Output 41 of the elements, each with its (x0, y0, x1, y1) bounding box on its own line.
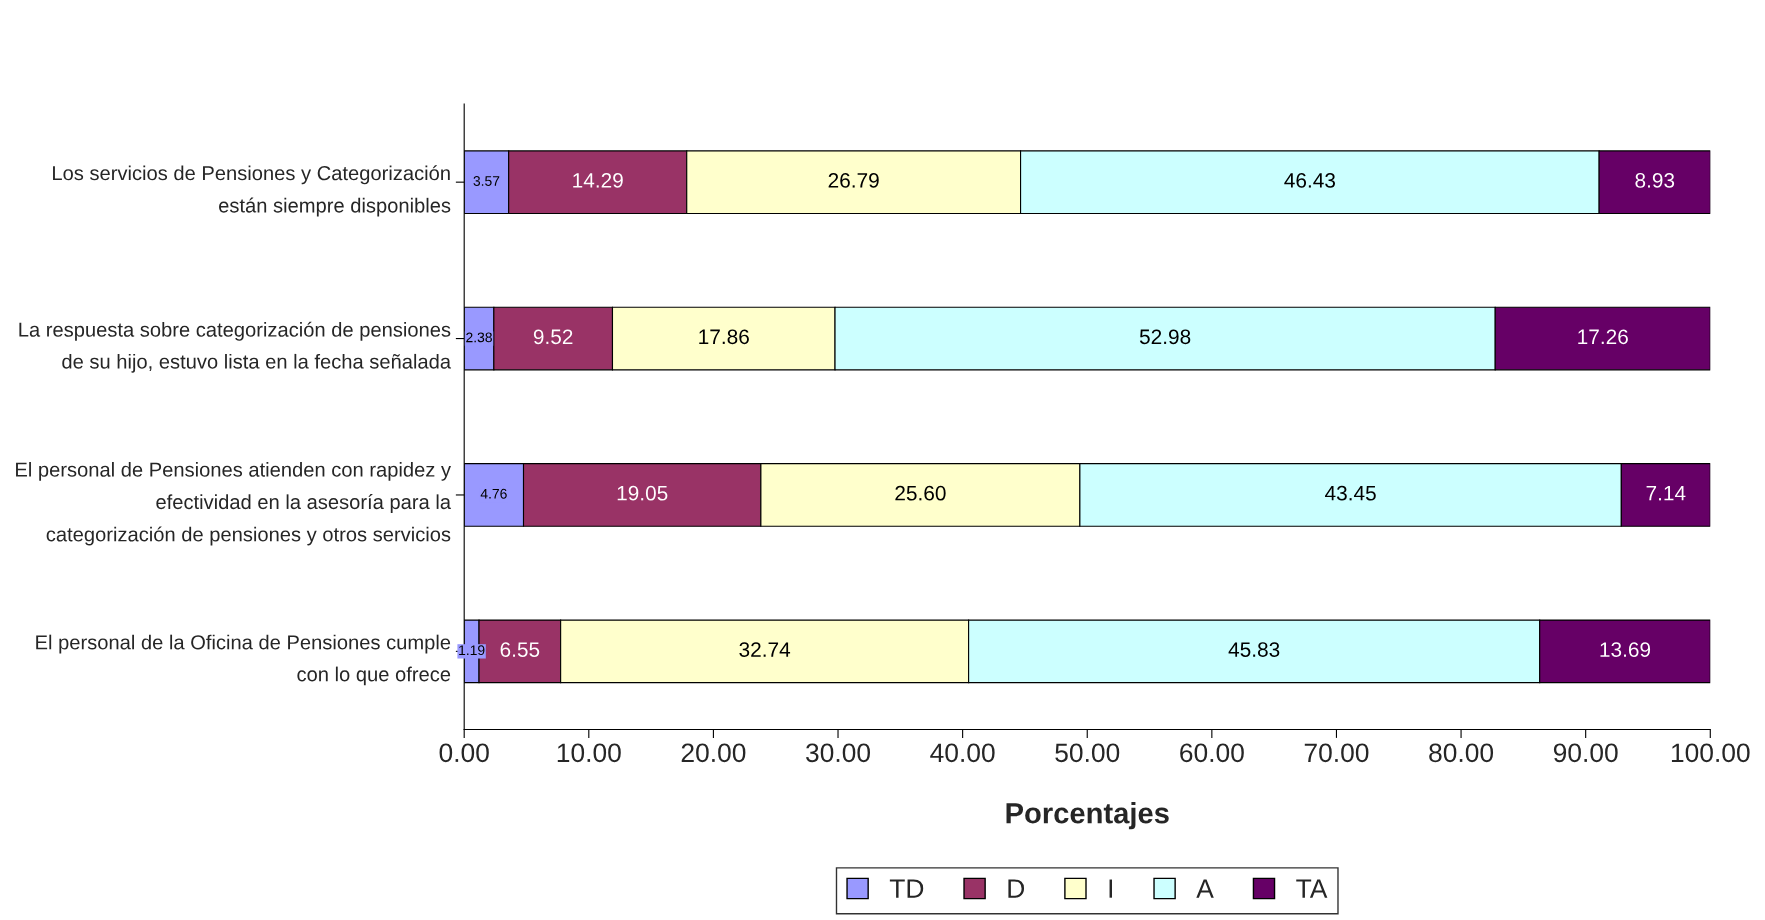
data-label: 19.05 (617, 485, 668, 501)
data-label: 17.26 (1578, 329, 1628, 345)
data-label: 32.74 (739, 642, 791, 657)
data-label: 4.76 (480, 488, 507, 499)
data-label: 46.43 (1284, 173, 1336, 188)
data-label: 26.79 (828, 173, 879, 188)
data-label: 43.45 (1325, 485, 1376, 501)
legend-label: TD (889, 879, 924, 898)
data-label: 45.83 (1228, 642, 1280, 657)
x-axis-title: Porcentajes (1006, 802, 1169, 830)
data-label: 14.29 (573, 173, 623, 188)
y-tick-label: El personal de Pensiones atienden con rapidez y efectividad en la asesoría para la categorización de pensiones y otros servicios (16, 461, 452, 546)
x-tick-label: 20.00 (681, 743, 746, 763)
x-tick-label: 100.00 (1671, 743, 1750, 763)
x-tick-label: 10.00 (557, 743, 621, 763)
data-label: 3.57 (473, 176, 500, 186)
data-label: 17.86 (699, 329, 749, 345)
legend-label: D (1008, 879, 1025, 898)
x-tick-label: 70.00 (1304, 743, 1369, 763)
x-tick-label: 0.00 (439, 743, 489, 763)
legend-label: A (1196, 879, 1214, 898)
data-label: 1.19 (459, 645, 485, 656)
x-tick-label: 60.00 (1180, 743, 1244, 763)
y-tick-label: La respuesta sobre categorización de pensiones de su hijo, estuvo lista en la fecha señalada (19, 321, 452, 373)
data-label: 52.98 (1139, 329, 1191, 345)
x-tick-label: 30.00 (806, 743, 871, 763)
x-tick-label: 80.00 (1429, 743, 1494, 763)
x-tick-label: 90.00 (1553, 743, 1618, 763)
data-label: 7.14 (1646, 486, 1686, 501)
data-label: 2.38 (466, 332, 492, 343)
x-tick-label: 50.00 (1055, 743, 1120, 763)
y-tick-label: El personal de la Oficina de Pensiones cumple con lo que ofrece (36, 634, 451, 686)
data-label: 6.55 (500, 642, 540, 657)
legend-label: I (1109, 879, 1113, 898)
y-tick-label: Los servicios de Pensiones y Categorización están siempre disponibles (53, 165, 451, 217)
data-label: 8.93 (1635, 173, 1675, 188)
x-tick-label: 40.00 (930, 743, 995, 763)
legend-label: TA (1296, 879, 1328, 898)
data-label: 25.60 (895, 485, 946, 501)
data-label: 9.52 (533, 329, 573, 345)
data-label: 13.69 (1600, 642, 1651, 657)
